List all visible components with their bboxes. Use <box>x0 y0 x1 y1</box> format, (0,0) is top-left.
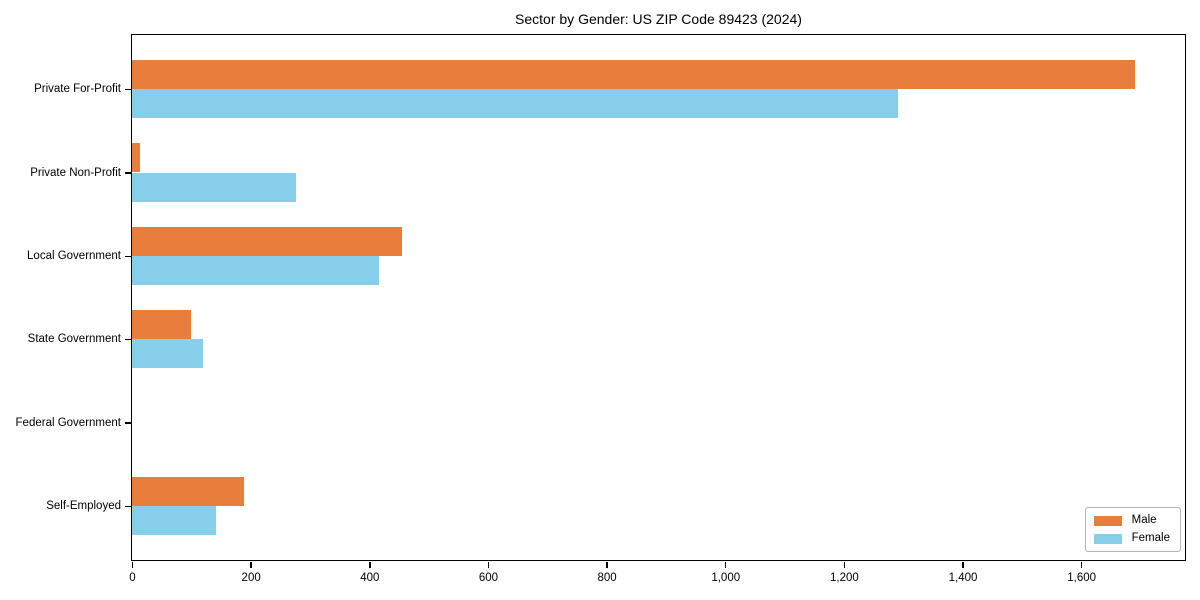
plot-area: Male Female <box>131 34 1186 561</box>
y-tick-label: State Government <box>27 333 121 346</box>
x-tick <box>962 562 964 568</box>
x-tick-label: 1,000 <box>711 572 741 584</box>
chart-title: Sector by Gender: US ZIP Code 89423 (202… <box>515 11 802 27</box>
bar-male-4 <box>132 310 192 340</box>
x-tick <box>487 562 490 568</box>
y-tick <box>125 422 131 424</box>
legend-row-male: Male <box>1093 514 1170 527</box>
bar-female-1 <box>132 89 899 119</box>
bar-male-6 <box>132 476 244 506</box>
x-tick-label: 1,400 <box>948 572 978 584</box>
x-tick <box>606 562 608 568</box>
x-tick-label: 600 <box>478 572 499 584</box>
x-tick-label: 0 <box>129 572 136 584</box>
y-tick-label: Private Non-Profit <box>30 166 121 179</box>
x-tick-label: 1,600 <box>1067 572 1097 584</box>
y-tick <box>125 505 131 508</box>
x-tick <box>724 562 727 568</box>
bar-male-1 <box>132 60 1135 90</box>
legend: Male Female <box>1084 507 1181 552</box>
x-tick <box>843 562 846 568</box>
legend-row-female: Female <box>1093 532 1170 545</box>
legend-swatch-female <box>1093 533 1122 544</box>
y-tick <box>125 172 131 174</box>
y-tick-label: Local Government <box>27 249 121 262</box>
bar-female-2 <box>132 172 296 202</box>
bar-female-6 <box>132 505 217 535</box>
bar-female-3 <box>132 255 379 285</box>
y-tick-label: Private For-Profit <box>34 83 121 96</box>
x-tick <box>250 562 252 568</box>
x-tick-label: 1,200 <box>829 572 859 584</box>
y-tick-label: Self-Employed <box>46 499 121 512</box>
y-tick <box>125 88 131 91</box>
bar-male-2 <box>132 143 141 173</box>
legend-label-male: Male <box>1131 514 1157 526</box>
y-tick <box>125 338 131 341</box>
y-tick-label: Federal Government <box>15 416 121 429</box>
x-tick <box>1080 562 1083 568</box>
x-tick-label: 200 <box>241 572 261 584</box>
bar-female-4 <box>132 339 204 369</box>
y-tick <box>125 255 131 258</box>
legend-label-female: Female <box>1131 532 1170 544</box>
bar-male-3 <box>132 226 402 256</box>
x-tick-label: 800 <box>597 572 617 584</box>
x-tick <box>131 562 134 568</box>
x-tick-label: 400 <box>360 572 380 584</box>
legend-swatch-male <box>1093 515 1122 526</box>
x-tick <box>369 562 371 568</box>
